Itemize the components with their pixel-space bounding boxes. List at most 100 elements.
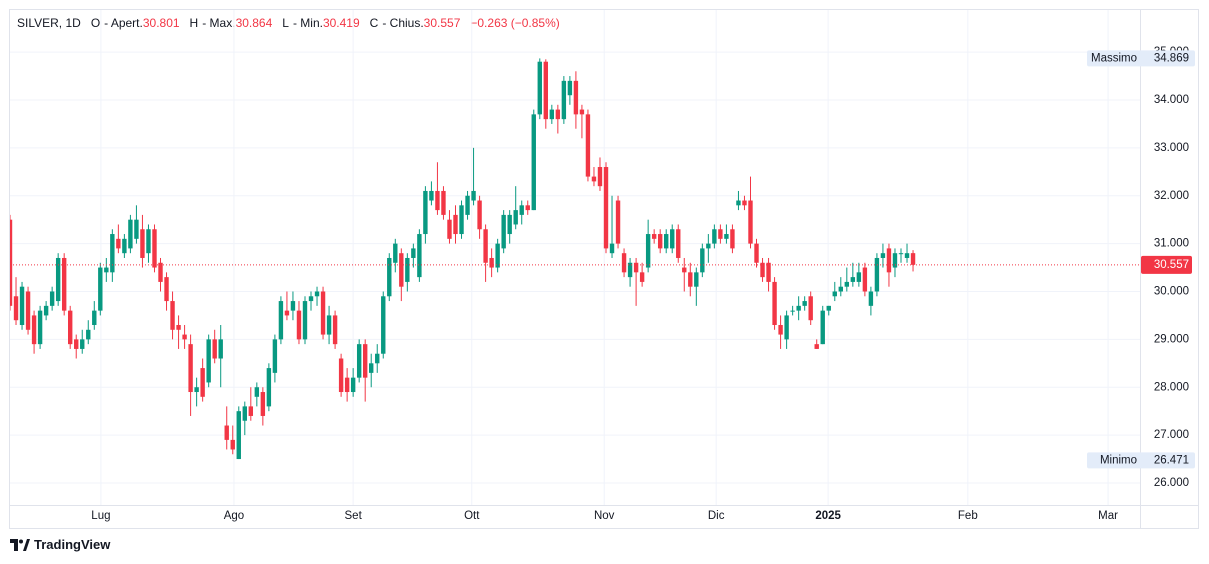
candle-body — [459, 205, 464, 235]
candle-body — [573, 80, 579, 115]
candle-body — [356, 344, 362, 378]
candle-body — [832, 291, 837, 297]
candle-body — [555, 109, 561, 120]
candle-body — [591, 176, 597, 182]
candle-body — [43, 305, 49, 316]
candle-body — [369, 363, 374, 373]
candle-body — [248, 406, 254, 416]
candle-body — [278, 301, 284, 340]
h-key: H — [189, 16, 199, 30]
candle-body — [477, 200, 482, 230]
x-tick-label: Dic — [708, 510, 725, 522]
candle-body — [13, 296, 19, 321]
y-tick-label: 26.000 — [1154, 477, 1189, 489]
candle-body — [597, 167, 603, 187]
candle-body — [603, 167, 609, 249]
candle-body — [808, 296, 813, 321]
candle-body — [10, 219, 13, 306]
candle-body — [772, 281, 777, 325]
candle-body — [417, 234, 422, 278]
candle-body — [579, 109, 585, 115]
candle-body — [242, 406, 247, 421]
brand-name: TradingView — [34, 537, 111, 552]
candle-body — [838, 286, 843, 292]
x-tick-label: Feb — [958, 510, 978, 522]
candle-body — [236, 411, 241, 460]
candle-body — [567, 80, 573, 96]
candle-body — [657, 234, 663, 249]
candle-body — [507, 214, 512, 235]
candle-body — [194, 387, 199, 393]
candle-body — [868, 291, 874, 306]
candle-body — [489, 257, 494, 268]
candle-body — [314, 291, 320, 297]
x-tick-label: Lug — [91, 510, 110, 522]
candle-body — [820, 310, 825, 345]
candle-body — [561, 80, 567, 120]
min-marker-label: Minimo — [1100, 454, 1137, 466]
candle-body — [158, 262, 163, 282]
candle-body — [736, 200, 741, 206]
low-label: - Min. — [292, 16, 323, 30]
y-tick-label: 27.000 — [1154, 429, 1189, 441]
candle-body — [260, 392, 266, 416]
candle-body — [224, 425, 229, 440]
candle-body — [694, 272, 699, 287]
candle-body — [411, 248, 416, 258]
change: −0.263 (−0.85%) — [470, 16, 560, 30]
symbol: SILVER, 1D — [17, 16, 81, 30]
candle-body — [904, 253, 910, 258]
candle-body — [254, 387, 260, 397]
candle-body — [375, 353, 380, 364]
candle-body — [104, 267, 109, 273]
candle-body — [543, 61, 549, 120]
candle-body — [393, 243, 398, 263]
candle-body — [302, 301, 308, 340]
x-tick-label: Ago — [224, 510, 244, 522]
candle-body — [676, 229, 681, 258]
candle-body — [898, 253, 904, 255]
candle-body — [80, 339, 85, 349]
plot-area — [10, 58, 1140, 460]
candle-body — [110, 234, 115, 273]
x-tick-label: 2025 — [815, 510, 841, 522]
y-tick-label: 29.000 — [1154, 333, 1189, 345]
candle-body — [531, 114, 536, 211]
brand: TradingView — [10, 537, 110, 552]
l-key: L — [282, 16, 289, 30]
max-marker-value: 34.869 — [1154, 52, 1189, 64]
close-label: - Chius. — [382, 16, 424, 30]
candle-body — [435, 190, 440, 211]
candle-body — [92, 310, 97, 325]
candle-body — [344, 377, 350, 393]
high-label: - Max. — [202, 16, 236, 30]
candle-body — [501, 214, 506, 249]
y-tick-label: 33.000 — [1154, 142, 1189, 154]
candle-body — [188, 344, 193, 393]
legend-header: SILVER, 1D O - Apert. 30.801 H - Max. 30… — [17, 16, 560, 30]
candle-body — [122, 238, 127, 254]
candle-body — [332, 315, 338, 345]
candle-body — [874, 257, 880, 292]
candle-body — [880, 253, 886, 258]
candle-body — [212, 339, 217, 359]
x-tick-label: Mar — [1098, 510, 1118, 522]
x-tick-label: Nov — [594, 510, 615, 522]
x-tick-label: Ott — [464, 510, 480, 522]
candle-body — [152, 229, 157, 268]
candle-body — [483, 229, 488, 263]
high-value: 30.864 — [235, 16, 273, 30]
candle-body — [688, 272, 693, 287]
candle-body — [182, 334, 187, 340]
low-value: 30.419 — [322, 16, 360, 30]
candle-body — [784, 315, 789, 340]
candle-body — [513, 210, 518, 225]
candle-body — [19, 286, 25, 325]
candle-body — [633, 262, 639, 273]
max-marker-box — [1087, 50, 1195, 67]
candle-body — [645, 234, 651, 268]
candle-body — [651, 234, 657, 239]
candle-body — [74, 339, 79, 349]
candle-body — [399, 253, 404, 287]
